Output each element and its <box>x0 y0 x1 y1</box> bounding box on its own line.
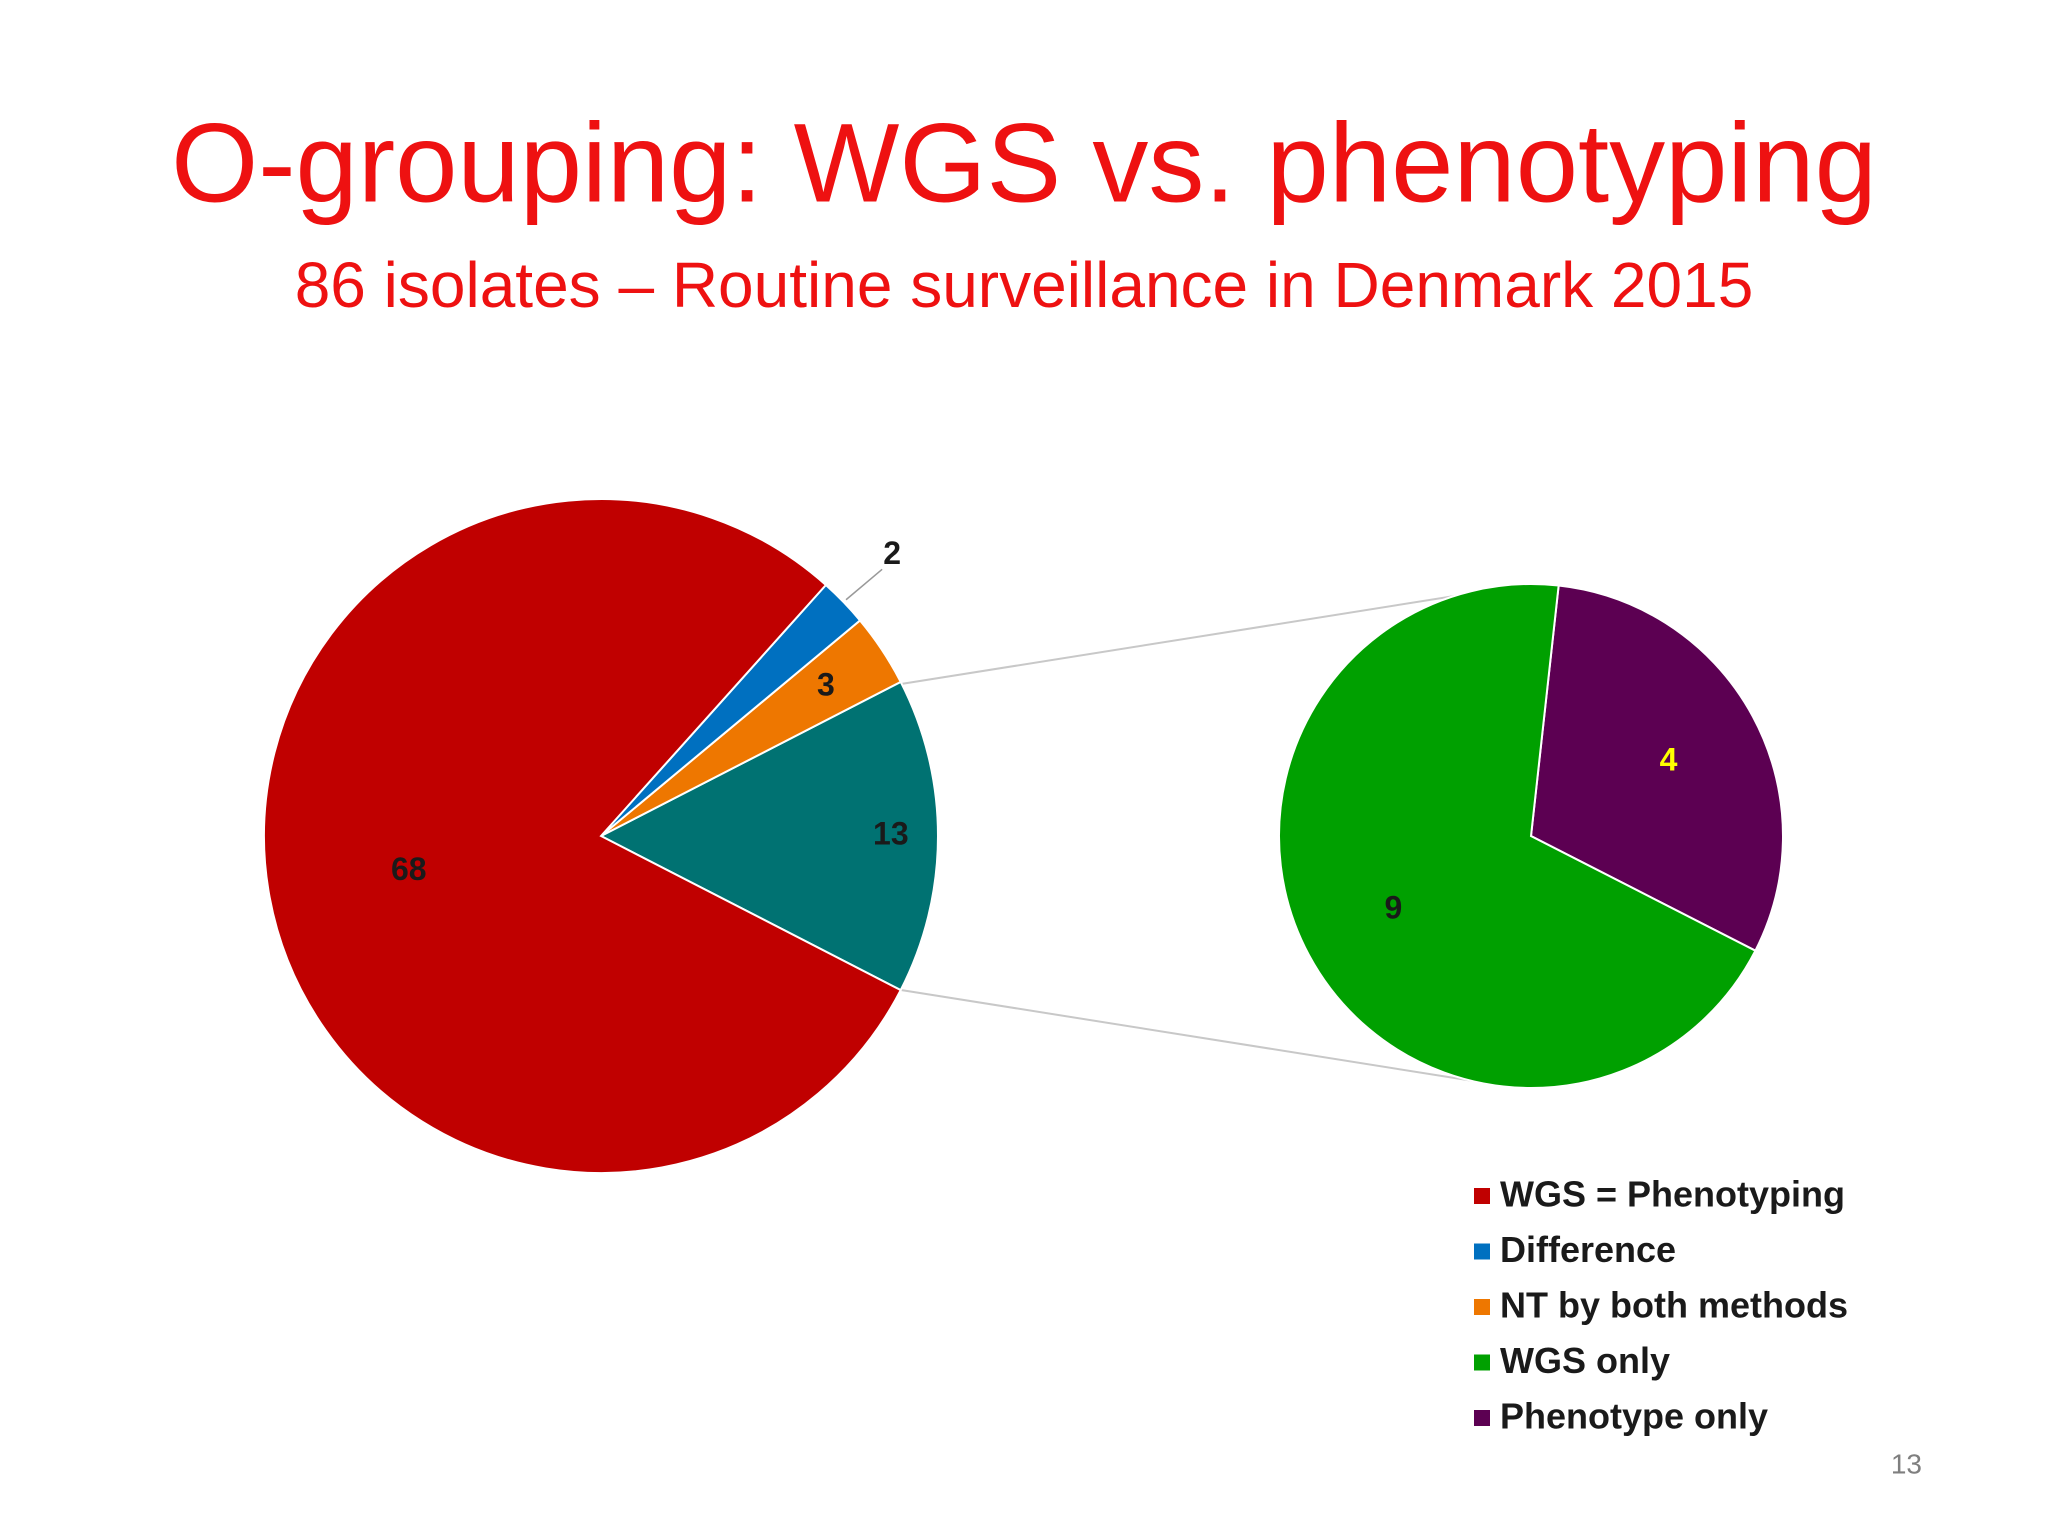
connector-line <box>900 989 1506 1087</box>
pie-slice <box>598 680 939 992</box>
legend-label: WGS = Phenotyping <box>1500 1174 1845 1215</box>
slide-number: 13 <box>1891 1448 1922 1479</box>
value-label: 68 <box>391 851 427 887</box>
chart-title: O-grouping: WGS vs. phenotyping <box>171 101 1877 226</box>
pie-slice <box>263 498 903 1174</box>
legend-label: NT by both methods <box>1500 1285 1848 1326</box>
legend-label: Difference <box>1500 1229 1676 1270</box>
value-label: 2 <box>883 535 901 571</box>
connector-line <box>900 587 1506 685</box>
value-label: 13 <box>873 815 909 851</box>
legend-swatch <box>1474 1188 1490 1204</box>
legend-label: WGS only <box>1500 1340 1670 1381</box>
pie-slice <box>1529 584 1785 953</box>
pie-slice <box>1278 583 1757 1090</box>
value-label: 9 <box>1385 890 1403 926</box>
legend-swatch <box>1474 1243 1490 1260</box>
value-label: 4 <box>1660 741 1678 777</box>
legend-swatch <box>1474 1410 1490 1426</box>
legend-label: Phenotype only <box>1500 1396 1768 1437</box>
legend-swatch <box>1474 1354 1490 1371</box>
leader-line <box>845 568 883 601</box>
chart-subtitle: 86 isolates – Routine surveillance in De… <box>295 249 1754 321</box>
legend-swatch <box>1474 1299 1490 1315</box>
value-label: 3 <box>817 667 835 703</box>
